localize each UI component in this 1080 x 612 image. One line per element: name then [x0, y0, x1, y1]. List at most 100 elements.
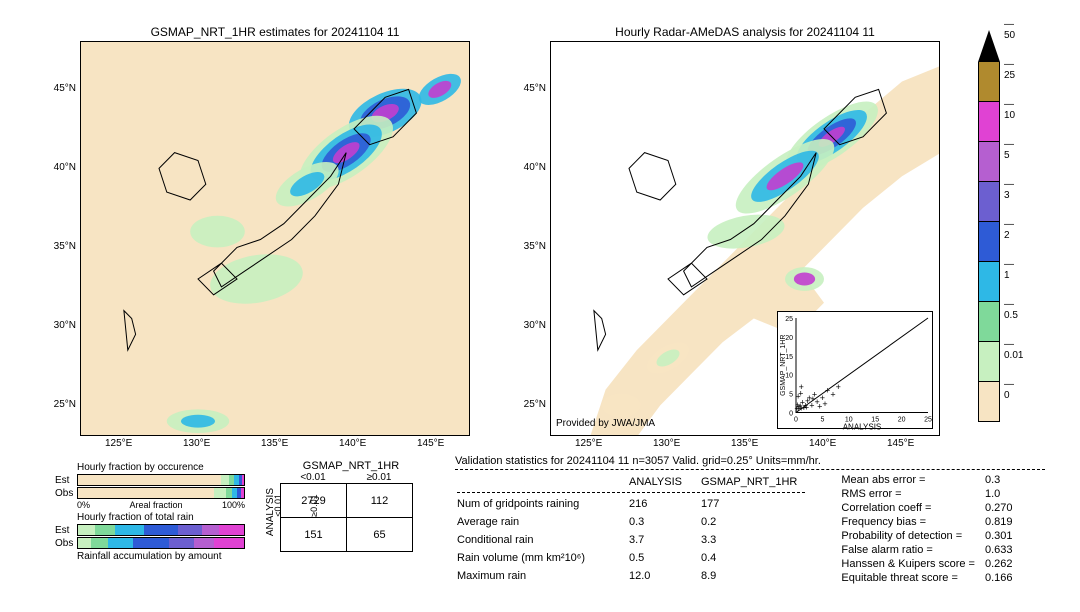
colorbar-tick: — 25 [1004, 59, 1015, 81]
validation-left-cell: Conditional rain [457, 532, 627, 548]
colorbar-tick: — 0 [1004, 379, 1014, 401]
map-attribution: Provided by JWA/JMA [556, 418, 655, 429]
svg-text:+: + [798, 388, 803, 398]
validation-left-header: ANALYSIS [629, 474, 699, 490]
validation-left-cell: 3.7 [629, 532, 699, 548]
colorbar-seg [978, 182, 1000, 222]
validation-left-cell: 0.2 [701, 514, 805, 530]
hfrac-bar [77, 537, 245, 549]
validation-left-cell: 12.0 [629, 568, 699, 584]
colorbar-tick: — 0.01 [1004, 339, 1023, 361]
validation-right-label: Equitable threat score = [839, 572, 977, 584]
map-right-xtick: 130°E [653, 438, 680, 449]
map-right-precip-blob-5 [602, 394, 641, 418]
validation-left-header [457, 474, 627, 490]
validation-left-cell: 0.5 [629, 550, 699, 566]
contingency-cell: 65 [347, 518, 413, 552]
hfrac-seg [144, 525, 177, 535]
map-left-frame [80, 41, 470, 436]
validation-right-table: Mean abs error =0.3RMS error =1.0Correla… [837, 472, 1016, 586]
hfrac-seg [178, 525, 203, 535]
validation-left-cell: 0.3 [629, 514, 699, 530]
contingency-row-label: ≥0.01 [309, 494, 319, 517]
hfrac-seg [194, 538, 214, 548]
map-left-precip-blob-3 [206, 248, 306, 311]
hfrac-title: Hourly fraction of total rain [77, 512, 245, 523]
hfrac-bar [77, 474, 245, 486]
map-right-ytick: 40°N [524, 162, 546, 173]
map-left-ytick: 25°N [54, 399, 76, 410]
hfrac-seg [214, 538, 244, 548]
svg-text:0: 0 [789, 410, 793, 417]
validation-left-cell: 0.4 [701, 550, 805, 566]
map-left-xtick: 125°E [105, 438, 132, 449]
hfrac-seg [242, 475, 244, 485]
validation-left-cell: 3.3 [701, 532, 805, 548]
hfrac-seg [108, 538, 133, 548]
hfrac-seg [133, 538, 170, 548]
hfrac-seg [78, 525, 95, 535]
validation-left-cell: Num of gridpoints raining [457, 496, 627, 512]
validation-right-label: Mean abs error = [839, 474, 977, 486]
validation-left-cell: 8.9 [701, 568, 805, 584]
validation: Validation statistics for 20241104 11 n=… [455, 455, 1045, 586]
svg-text:+: + [836, 381, 841, 391]
colorbar-tick: — 10 [1004, 99, 1015, 121]
colorbar-tick: — 5 [1004, 139, 1014, 161]
colorbar-seg [978, 342, 1000, 382]
svg-text:+: + [823, 398, 828, 408]
colorbar-seg [978, 222, 1000, 262]
validation-left-header: GSMAP_NRT_1HR [701, 474, 805, 490]
hfrac-axis: 0%Areal fraction100% [77, 500, 245, 510]
hfrac-row: Est [55, 474, 245, 486]
map-right-ytick: 35°N [524, 241, 546, 252]
hfrac-title3: Rainfall accumulation by amount [77, 551, 245, 562]
map-right-title: Hourly Radar-AMeDAS analysis for 2024110… [550, 25, 940, 39]
hfrac-title: Hourly fraction by occurence [77, 462, 245, 473]
hfrac-row: Est [55, 524, 245, 536]
hfrac-seg [115, 525, 145, 535]
svg-text:ANALYSIS: ANALYSIS [843, 422, 882, 430]
map-left-xtick: 130°E [183, 438, 210, 449]
hfrac-seg [95, 525, 115, 535]
svg-text:25: 25 [924, 416, 932, 423]
map-left-precip-blob-4 [190, 216, 245, 248]
hfrac-row: Obs [55, 487, 245, 499]
hfrac-seg [219, 525, 244, 535]
colorbar-seg [978, 382, 1000, 422]
validation-right-value: 0.301 [979, 530, 1015, 542]
contingency-cell: 112 [347, 484, 413, 518]
map-left-precip-blob-5 [167, 409, 229, 433]
svg-text:GSMAP_NRT_1HR: GSMAP_NRT_1HR [780, 334, 787, 395]
map-left-title: GSMAP_NRT_1HR estimates for 20241104 11 [80, 25, 470, 39]
validation-right-value: 0.262 [979, 558, 1015, 570]
validation-right-label: RMS error = [839, 488, 977, 500]
validation-right-value: 0.819 [979, 516, 1015, 528]
hfrac-row-label: Obs [55, 538, 77, 549]
colorbar-seg [978, 142, 1000, 182]
colorbar-arrow [978, 30, 1000, 62]
contingency-col-header: GSMAP_NRT_1HR [289, 460, 413, 472]
map-left-ytick: 40°N [54, 162, 76, 173]
hfrac-bar [77, 487, 245, 499]
validation-right-value: 0.3 [979, 474, 1015, 486]
hfrac-seg [226, 488, 233, 498]
validation-left-cell: Maximum rain [457, 568, 627, 584]
hfrac-axis-label: Areal fraction [129, 500, 182, 510]
hfrac-row: Obs [55, 537, 245, 549]
map-right-xtick: 145°E [887, 438, 914, 449]
svg-text:5: 5 [789, 391, 793, 398]
contingency: GSMAP_NRT_1HRANALYSIS<0.01≥0.01272911215… [265, 460, 413, 552]
hfrac-row-label: Obs [55, 488, 77, 499]
contingency-row-label: <0.01 [273, 494, 283, 517]
svg-text:0: 0 [794, 416, 798, 423]
colorbar: — 50— 25— 10— 5— 3— 2— 1— 0.5— 0.01— 0 [978, 30, 1000, 430]
validation-right-value: 0.166 [979, 572, 1015, 584]
scatter-inset: +++++++++++++++++++++++++005510101515202… [777, 311, 933, 430]
validation-title: Validation statistics for 20241104 11 n=… [455, 455, 1045, 467]
hfrac-axis-max: 100% [222, 500, 245, 510]
map-left-xtick: 135°E [261, 438, 288, 449]
hourly-fraction: Hourly fraction by occurenceEstObs0%Area… [55, 460, 245, 562]
colorbar-tick: — 3 [1004, 179, 1014, 201]
contingency-row-labels: <0.01 ≥0.01 [273, 494, 319, 517]
